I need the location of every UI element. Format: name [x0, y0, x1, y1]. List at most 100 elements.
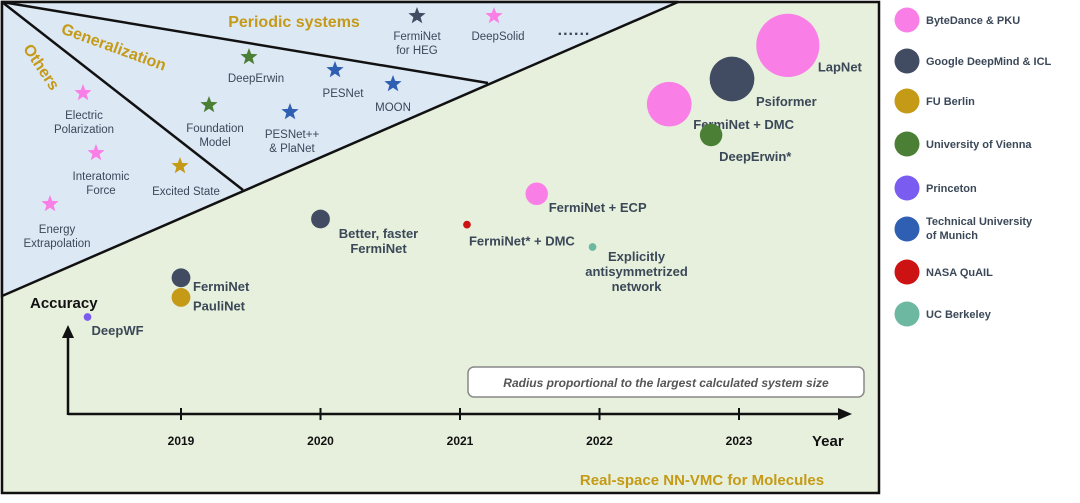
method-label: antisymmetrized — [585, 264, 688, 279]
method-psiformer: Psiformer — [709, 56, 817, 109]
x-axis-ticks: 2019 2020 2021 2022 2023 — [168, 408, 753, 448]
extension-label: for HEG — [396, 45, 438, 57]
extension-foundation-model: Foundation Model — [186, 96, 244, 149]
star-icon — [384, 75, 402, 92]
region-title-periodic: Periodic systems — [228, 14, 360, 31]
legend-label: University of Vienna — [926, 139, 1032, 151]
extension-label: Force — [86, 185, 115, 197]
method-bubble — [646, 81, 692, 127]
legend-swatch — [894, 131, 920, 157]
method-label: Better, faster — [339, 226, 418, 241]
tick-label-2020: 2020 — [307, 434, 334, 448]
method-label: FermiNet* + DMC — [469, 234, 575, 249]
star-icon — [485, 7, 503, 24]
method-bubble — [83, 313, 92, 321]
method-label: PauliNet — [193, 298, 246, 313]
method-paulinet: PauliNet — [171, 288, 246, 313]
legend-label: ByteDance & PKU — [926, 15, 1020, 27]
extension-label: Electric — [65, 110, 103, 122]
legend-label: Google DeepMind & ICL — [926, 56, 1052, 68]
star-icon — [87, 144, 105, 161]
extension-label: PESNet++ — [265, 129, 320, 141]
divider-generalization — [1, 1, 244, 191]
legend: ByteDance & PKU Google DeepMind & ICL FU B… — [894, 7, 1052, 327]
extension-pesnet: PESNet — [323, 61, 365, 100]
tick-label-2022: 2022 — [586, 434, 613, 448]
method-bubble — [709, 56, 755, 102]
star-icon — [74, 84, 92, 101]
method-label: FermiNet — [193, 279, 250, 294]
legend-swatch — [894, 88, 920, 114]
extension-deeperwin: DeepErwin — [228, 48, 284, 85]
method-ferminet-dmc: FermiNet* + DMC — [463, 220, 575, 249]
method-label: LapNet — [818, 59, 863, 74]
legend-swatch — [894, 7, 920, 33]
legend-swatch — [894, 216, 920, 242]
method-bubble — [171, 268, 191, 288]
legend-item-fu-berlin: FU Berlin — [894, 88, 975, 114]
legend-item-uc-berkeley: UC Berkeley — [894, 301, 992, 327]
extension-label: PESNet — [323, 88, 365, 100]
tick-label-2023: 2023 — [726, 434, 753, 448]
extension-label: Energy — [39, 224, 76, 236]
legend-label: FU Berlin — [926, 96, 975, 108]
legend-item-google-deepmind-icl: Google DeepMind & ICL — [894, 48, 1052, 74]
extension-deepsolid: DeepSolid — [471, 7, 525, 43]
extension-ferminet-for-heg: FermiNet for HEG — [393, 7, 441, 57]
legend-swatch — [894, 259, 920, 285]
method-label: Explicitly — [608, 249, 666, 264]
extension-excited-state: Excited State — [152, 157, 220, 198]
extension-label: Interatomic — [73, 171, 130, 183]
x-axis-label: Year — [812, 433, 844, 450]
extension-methods: FermiNet for HEG DeepSolid DeepErwin PESNet M… — [23, 7, 525, 250]
extension-moon: MOON — [375, 75, 411, 114]
method-deeperwin: DeepErwin* — [699, 123, 792, 164]
legend-swatch — [894, 301, 920, 327]
legend-item-university-of-vienna: University of Vienna — [894, 131, 1032, 157]
legend-label: UC Berkeley — [926, 309, 992, 321]
divider-periodic — [1, 0, 489, 85]
extension-label: & PlaNet — [269, 143, 315, 155]
extension-pesnet-planet: PESNet++ & PlaNet — [265, 103, 320, 155]
star-icon — [240, 48, 258, 65]
star-icon — [408, 7, 426, 24]
extension-energy-extrapolation: Energy Extrapolation — [23, 195, 91, 250]
note-box — [467, 366, 865, 398]
legend-item-technical-university-of-munich: Technical University of Munich — [894, 216, 1033, 242]
extension-electric-polarization: Electric Polarization — [54, 84, 114, 136]
tick-label-2019: 2019 — [168, 434, 195, 448]
ellipsis: ...... — [558, 22, 591, 39]
extensions-region — [0, 0, 679, 298]
extension-label: DeepSolid — [471, 31, 524, 43]
extension-label: Extrapolation — [23, 238, 90, 250]
star-icon — [326, 61, 344, 78]
method-label: DeepWF — [92, 323, 144, 338]
y-axis-label: Accuracy — [30, 295, 98, 312]
extension-label: DeepErwin — [228, 73, 284, 85]
method-bubble — [588, 243, 597, 251]
extension-label: Foundation — [186, 123, 244, 135]
x-axis-arrow — [838, 408, 852, 420]
extension-label: MOON — [375, 102, 411, 114]
method-bubble — [756, 13, 820, 77]
note-text: Radius proportional to the largest calcu… — [503, 376, 829, 390]
method-label: DeepErwin* — [719, 149, 792, 164]
extension-label: Model — [199, 137, 230, 149]
extension-label: Excited State — [152, 186, 220, 198]
method-ferminet-ecp: FermiNet + ECP — [525, 182, 647, 215]
method-deepwf: DeepWF — [83, 313, 144, 338]
method-bubble — [699, 123, 723, 147]
star-icon — [200, 96, 218, 113]
extension-label: FermiNet — [393, 31, 441, 43]
star-icon — [171, 157, 189, 174]
method-label: FermiNet + ECP — [549, 200, 647, 215]
star-icon — [41, 195, 59, 212]
legend-label: Princeton — [926, 183, 977, 195]
method-bubble — [463, 220, 471, 229]
method-ferminet: FermiNet — [171, 268, 250, 294]
method-lapnet: LapNet — [756, 13, 863, 77]
